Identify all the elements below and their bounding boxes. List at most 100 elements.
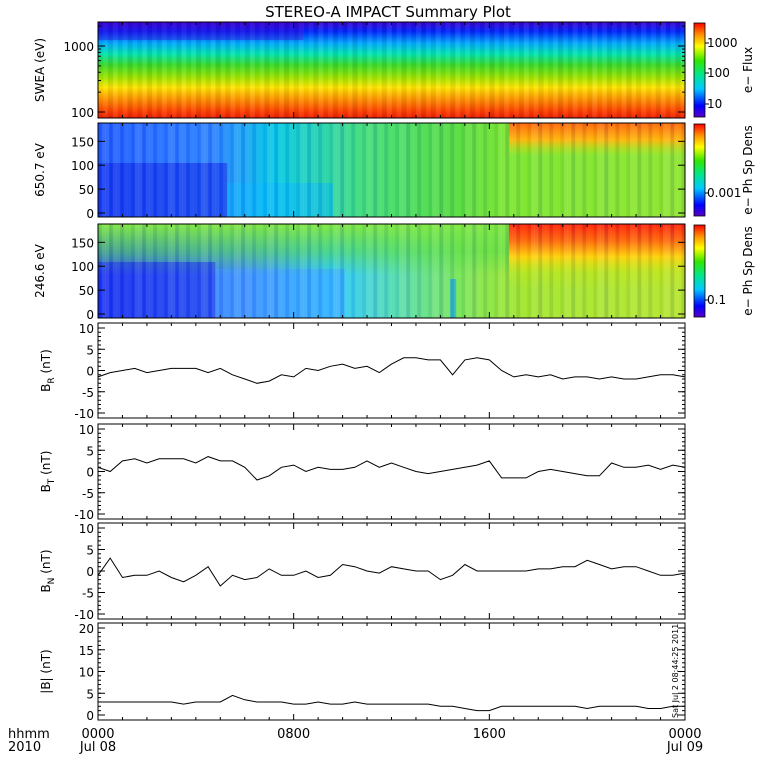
spectrogram-streak [607, 123, 613, 217]
spectrogram-streak [670, 22, 676, 118]
spectrogram-streak [367, 22, 373, 118]
spectrogram-streak [149, 224, 154, 318]
spectrogram-streak [156, 22, 163, 118]
y-tick-label: 0 [86, 207, 94, 221]
spectrogram-streak [233, 123, 238, 217]
spectrogram-streak [329, 123, 334, 217]
spectrogram-streak [303, 224, 308, 318]
spectrogram-streak [182, 224, 187, 318]
spectrogram-streak [219, 123, 224, 217]
spectrogram-streak [160, 224, 165, 318]
spectrogram-streak [516, 224, 521, 318]
spectrogram-streak [527, 224, 532, 318]
colorbar-tick-label: 100 [707, 66, 730, 80]
spectrogram-streak [269, 22, 275, 118]
x-tick-label: 0000 [668, 727, 701, 742]
spectrogram-streak [629, 224, 635, 318]
spectrogram-streak [527, 123, 532, 217]
colorbar-label: e− Ph Sp Dens [741, 125, 755, 214]
spectrogram-streak [562, 22, 569, 118]
phase-space-colorbar [693, 224, 706, 318]
spectrogram-streak [538, 224, 543, 318]
spectrogram-streak [596, 224, 602, 318]
spectrogram-streak [325, 224, 330, 318]
x-corner-label-hhmm: hhmm [8, 727, 50, 742]
spectrogram-streak [665, 22, 671, 118]
x-tick-label: 0000 [81, 727, 114, 742]
spectrogram-streak [293, 22, 300, 118]
spectrogram-streak [249, 22, 256, 118]
y-tick-label: 10 [79, 666, 94, 680]
spectrogram-streak [600, 224, 605, 318]
spectrogram-streak [461, 123, 466, 217]
spectrogram-streak [156, 123, 161, 217]
spectrogram-streak [161, 22, 167, 118]
spectrogram-streak [464, 224, 469, 318]
spectrogram-streak [508, 22, 515, 118]
spectrogram-streak [549, 224, 554, 318]
spectrogram-streak [479, 22, 485, 118]
spectrogram-streak [314, 123, 319, 217]
spectrogram-streak [351, 224, 356, 318]
spectrogram-streak [475, 224, 480, 318]
spectrogram-streak [640, 224, 646, 318]
spectrogram-streak [222, 224, 227, 318]
spectrogram-streak [637, 123, 642, 217]
y-tick-label: -10 [74, 608, 94, 622]
spectrogram-streak [391, 123, 396, 217]
spectrogram-streak [332, 22, 339, 118]
spectrogram-streak [123, 123, 128, 217]
spectrogram-streak [446, 224, 451, 318]
panel-frame [97, 423, 686, 520]
spectrogram-streak [146, 22, 153, 118]
spectrogram-streak [501, 123, 506, 217]
spectrogram-streak [190, 22, 197, 118]
spectrogram-streak [358, 123, 363, 217]
spectrogram-streak [313, 22, 319, 118]
spectrogram-streak [332, 123, 337, 217]
spectrogram-streak [484, 22, 490, 118]
spectrogram-streak [655, 123, 660, 217]
spectrogram-streak [384, 123, 389, 217]
y-tick-label: 100 [71, 260, 94, 274]
spectrogram-streak [417, 123, 422, 217]
spectrogram-streak [237, 123, 242, 217]
spectrogram-streak [266, 224, 271, 318]
spectrogram-streak [200, 22, 207, 118]
spectrogram-streak [340, 224, 345, 318]
spectrogram-streak [220, 22, 226, 118]
spectrogram-streak [222, 123, 227, 217]
spectrogram-streak [501, 224, 506, 318]
spectrogram-streak [626, 123, 631, 217]
spectrogram-streak [292, 224, 297, 318]
spectrogram-streak [391, 22, 397, 118]
spectrogram-streak [486, 224, 491, 318]
spectrogram-streak [428, 123, 433, 217]
spectrogram-streak [508, 224, 513, 318]
spectrogram-streak [618, 123, 624, 217]
spectrogram-streak [288, 22, 295, 118]
spectrogram-streak [523, 224, 528, 318]
spectrogram-streak [596, 123, 602, 217]
spectrogram-streak [490, 123, 495, 217]
spectrogram-streak [200, 123, 205, 217]
spectrogram-streak [112, 22, 119, 118]
spectrogram-streak [266, 123, 271, 217]
spectrogram-streak [666, 123, 671, 217]
y-axis-label: |B| (nT) [39, 649, 53, 693]
spectrogram-streak [402, 224, 407, 318]
spectrogram-streak [505, 123, 510, 217]
timestamp-label: Sat Jul 2 08:44:25 2011 [671, 624, 680, 718]
spectrogram-streak [362, 224, 367, 318]
spectrogram-streak [288, 123, 293, 217]
spectrogram-streak [508, 123, 513, 217]
spectrogram-streak [145, 123, 150, 217]
spectrogram-streak [164, 123, 169, 217]
spectrogram-streak [606, 22, 613, 118]
spectrogram-streak [650, 22, 657, 118]
spectrogram-streak [472, 123, 477, 217]
spectrogram-streak [446, 123, 451, 217]
spectrogram-streak [420, 123, 425, 217]
spectrogram-streak [479, 123, 484, 217]
spectrogram-streak [365, 224, 370, 318]
